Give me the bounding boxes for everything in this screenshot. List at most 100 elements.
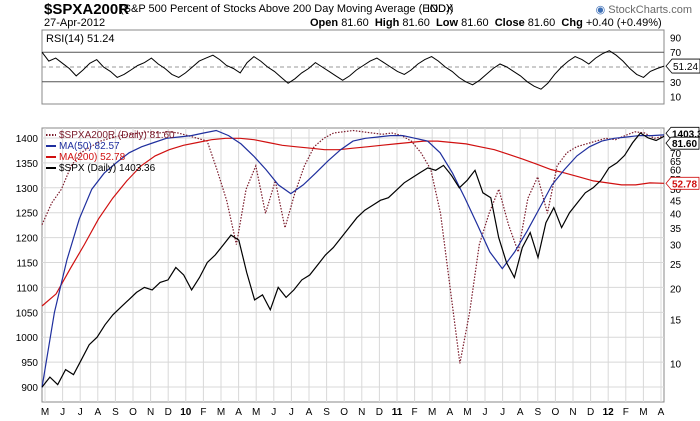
left-tick-950: 950 — [21, 358, 38, 369]
left-tick-1150: 1150 — [16, 259, 38, 270]
right-tick-25: 25 — [670, 260, 682, 271]
right-tick-30: 30 — [670, 240, 682, 251]
right-tick-15: 15 — [670, 316, 682, 327]
rsi-tick-10: 10 — [670, 93, 682, 104]
rsi-tick-30: 30 — [670, 78, 682, 89]
low-label: Low — [436, 17, 459, 29]
left-tick-1250: 1250 — [16, 209, 39, 220]
x-tick-label: J — [289, 407, 294, 418]
left-tick-1400: 1400 — [16, 134, 39, 145]
x-tick-label: M — [252, 407, 260, 418]
left-tick-1050: 1050 — [16, 308, 39, 319]
x-tick-label: 11 — [392, 407, 403, 418]
logo-text: StockCharts.com — [608, 4, 692, 16]
x-tick-label: N — [358, 407, 365, 418]
legend-label: $SPXA200R (Daily) 81.60 — [59, 130, 175, 141]
chg-value: +0.40 (+0.49%) — [585, 17, 662, 29]
chart-description: (S&P 500 Percent of Stocks Above 200 Day… — [120, 3, 454, 15]
x-tick-label: O — [552, 407, 560, 418]
x-tick-label: D — [165, 407, 172, 418]
right-tick-70: 70 — [670, 149, 682, 160]
rsi-tick-70: 70 — [670, 48, 682, 59]
x-tick-label: A — [94, 407, 101, 418]
high-value: 81.60 — [402, 17, 430, 29]
right-value-badge: 52.78 — [665, 176, 700, 190]
right-tick-45: 45 — [670, 197, 682, 208]
price-panel: 9009501000105011001150120012501300135014… — [16, 126, 700, 418]
x-tick-label: F — [412, 407, 418, 418]
chart-symbol: $SPXA200R — [44, 1, 130, 18]
x-tick-label: A — [517, 407, 524, 418]
price-plot-frame — [41, 127, 665, 403]
close-label: Close — [494, 17, 525, 29]
x-tick-label: 12 — [603, 407, 615, 418]
x-tick-label: F — [200, 407, 206, 418]
x-tick-label: 10 — [180, 407, 192, 418]
quote-bar: Open 81.60 High 81.60 Low 81.60 Close 81… — [310, 17, 662, 29]
rsi-badge-frame — [665, 58, 700, 74]
x-tick-label: M — [217, 407, 225, 418]
right-tick-40: 40 — [670, 209, 682, 220]
left-tick-1350: 1350 — [16, 159, 39, 170]
x-tick-label: M — [463, 407, 471, 418]
x-tick-label: J — [500, 407, 505, 418]
x-tick-label: S — [534, 407, 541, 418]
x-tick-label: J — [60, 407, 65, 418]
x-tick-label: O — [129, 407, 137, 418]
rsi-tick-90: 90 — [670, 33, 682, 44]
x-tick-label: M — [639, 407, 647, 418]
right-tick-35: 35 — [670, 224, 682, 235]
badge-frame — [665, 136, 700, 150]
right-tick-65: 65 — [670, 157, 682, 168]
rsi-series-line — [41, 50, 665, 90]
x-tick-label: J — [78, 407, 83, 418]
close-value: 81.60 — [527, 17, 556, 29]
x-tick-label: N — [569, 407, 576, 418]
chg-label: Chg — [561, 17, 583, 29]
left-tick-1100: 1100 — [16, 283, 38, 294]
open-label: Open — [310, 17, 339, 29]
rsi-last-value-badge: 51.24 — [665, 58, 700, 74]
x-tick-label: M — [41, 407, 49, 418]
badge-frame — [665, 176, 700, 190]
logo-mark-icon: ◉ — [595, 4, 606, 16]
x-tick-label: F — [623, 407, 629, 418]
x-tick-label: S — [323, 407, 330, 418]
x-tick-label: S — [112, 407, 119, 418]
left-tick-1300: 1300 — [16, 184, 39, 195]
series-line-ma-50- — [41, 129, 665, 388]
x-tick-label: J — [483, 407, 488, 418]
badge-text: 81.60 — [672, 139, 697, 150]
x-tick-label: J — [271, 407, 276, 418]
x-tick-label: A — [658, 407, 665, 418]
x-tick-label: M — [428, 407, 436, 418]
legend-label: MA(200) 52.78 — [59, 152, 126, 163]
x-tick-label: A — [235, 407, 242, 418]
right-tick-20: 20 — [670, 284, 682, 295]
x-tick-label: D — [376, 407, 383, 418]
series-line-ma-200- — [41, 137, 665, 307]
badge-text: 1403.36 — [672, 129, 700, 140]
right-tick-50: 50 — [670, 185, 682, 196]
right-tick-10: 10 — [670, 359, 682, 370]
x-tick-label: A — [306, 407, 313, 418]
high-label: High — [374, 17, 400, 29]
right-value-badge: 81.60 — [665, 136, 700, 150]
left-tick-900: 900 — [21, 383, 38, 394]
x-tick-label: A — [446, 407, 453, 418]
series-line--spx-daily- — [41, 132, 665, 388]
left-tick-1200: 1200 — [16, 234, 39, 245]
x-tick-label: N — [147, 407, 154, 418]
low-value: 81.60 — [461, 17, 489, 29]
rsi-badge-text: 51.24 — [673, 62, 698, 73]
right-tick-60: 60 — [670, 165, 682, 176]
badge-text: 52.78 — [672, 179, 697, 190]
legend-label: $SPX (Daily) 1403.36 — [59, 163, 156, 174]
legend-label: MA(50) 82.57 — [59, 141, 120, 152]
rsi-legend: RSI(14) 51.24 — [46, 33, 114, 45]
left-tick-1000: 1000 — [16, 333, 39, 344]
open-value: 81.60 — [341, 17, 369, 29]
